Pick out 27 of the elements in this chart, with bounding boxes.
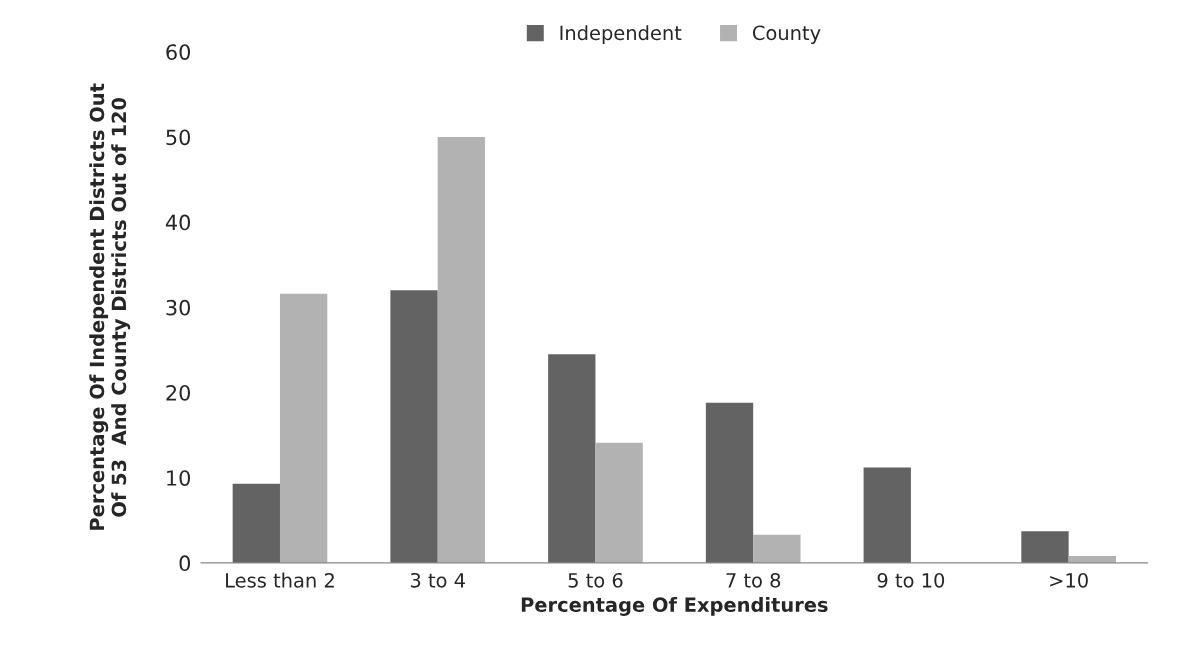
y-tick-label: 50 [166, 129, 190, 146]
x-tick-label: >10 [1050, 572, 1088, 588]
y-tick-label: 0 [179, 555, 190, 572]
bar [548, 354, 596, 563]
y-tick-label: 40 [165, 214, 190, 231]
x-tick-label: 9 to 10 [877, 572, 945, 588]
x-tick-label: Less than 2 [226, 572, 334, 588]
bar [753, 534, 801, 563]
y-tick-label: 30 [166, 299, 190, 316]
bar [232, 483, 280, 563]
bar [1021, 531, 1069, 563]
bar [279, 293, 328, 563]
y-tick-label: 20 [166, 384, 190, 401]
bar [863, 467, 911, 563]
x-tick-label: 5 to 6 [568, 572, 623, 588]
x-axis-title: Percentage Of Expenditures [521, 596, 828, 616]
legend-label: Independent [560, 25, 682, 44]
y-axis-title: Percentage Of Independent Districts Out Of 53 And County Districts Out of 120 [89, 83, 131, 530]
bar [390, 290, 438, 563]
x-tick-label: 3 to 4 [410, 572, 465, 588]
x-tick-label: 7 to 8 [726, 572, 781, 588]
bar [437, 136, 486, 563]
y-tick-label: 10 [167, 470, 190, 486]
bar [595, 442, 643, 563]
y-tick-label: 60 [166, 44, 190, 60]
legend-label: County [752, 25, 821, 44]
bar [705, 402, 754, 563]
